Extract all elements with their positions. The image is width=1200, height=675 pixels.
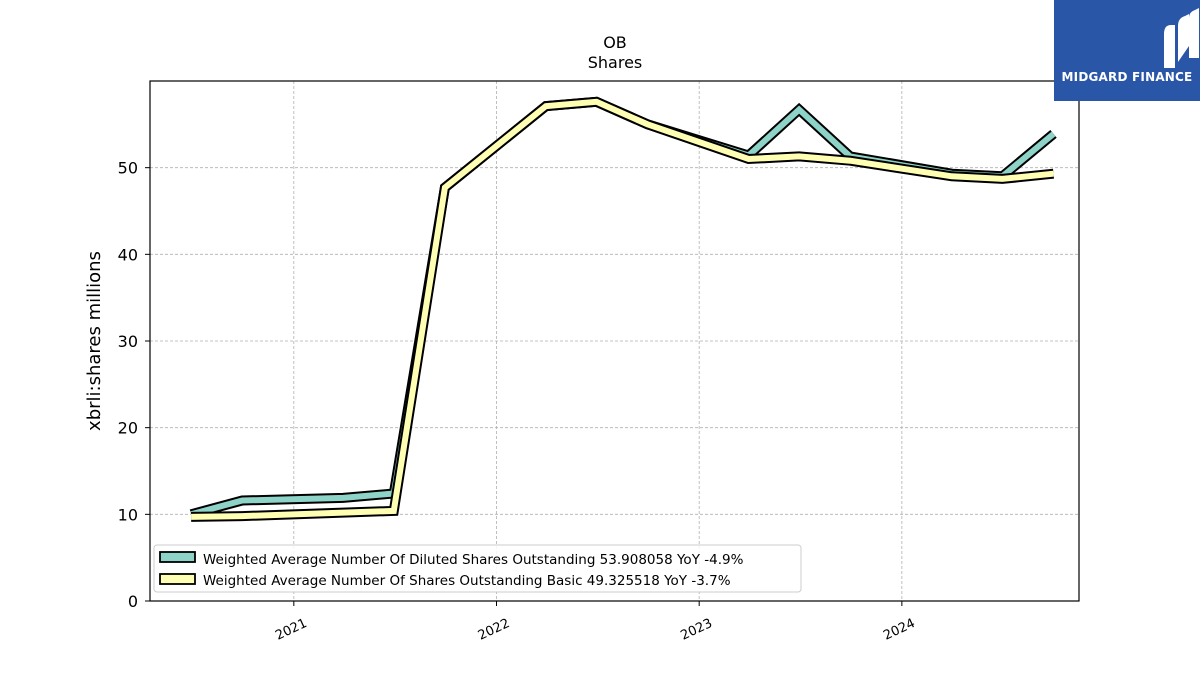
- y-axis-label: xbrli:shares millions: [84, 251, 105, 431]
- series-line: [191, 98, 1054, 520]
- series-diluted: [189, 96, 1057, 520]
- x-tick-label: 2024: [881, 616, 917, 644]
- chart-title: OB: [603, 33, 627, 52]
- series-outline: [189, 96, 1057, 520]
- series-line: [190, 98, 1056, 518]
- x-tick-label: 2023: [679, 616, 715, 644]
- plot-frame: [149, 80, 1080, 602]
- y-tick-label: 10: [118, 505, 138, 524]
- y-tick-label: 20: [118, 419, 138, 438]
- brand-name: MIDGARD FINANCE: [1061, 70, 1193, 84]
- series-basic: [191, 96, 1055, 522]
- x-axis: 2021 2022 2023 2024: [273, 601, 918, 644]
- y-tick-label: 0: [128, 592, 138, 611]
- y-axis: 0 10 20 30 40 50: [118, 159, 150, 611]
- legend-label-diluted: Weighted Average Number Of Diluted Share…: [203, 552, 744, 568]
- legend-swatch-basic: [159, 573, 196, 585]
- brand-logo: MIDGARD FINANCE: [1054, 0, 1200, 101]
- chart-subtitle: Shares: [588, 53, 643, 72]
- grid: [150, 81, 1079, 601]
- midgard-logo-icon: [1164, 8, 1199, 68]
- y-tick-label: 30: [118, 332, 138, 351]
- legend-swatch-diluted: [159, 551, 196, 563]
- x-tick-label: 2021: [273, 616, 309, 644]
- series-layer: [189, 96, 1057, 522]
- legend-label-basic: Weighted Average Number Of Shares Outsta…: [203, 573, 731, 589]
- legend-box: [153, 544, 802, 593]
- y-tick-label: 50: [118, 159, 138, 178]
- x-tick-label: 2022: [476, 616, 512, 644]
- legend: Weighted Average Number Of Diluted Share…: [153, 544, 802, 593]
- y-tick-label: 40: [118, 245, 138, 264]
